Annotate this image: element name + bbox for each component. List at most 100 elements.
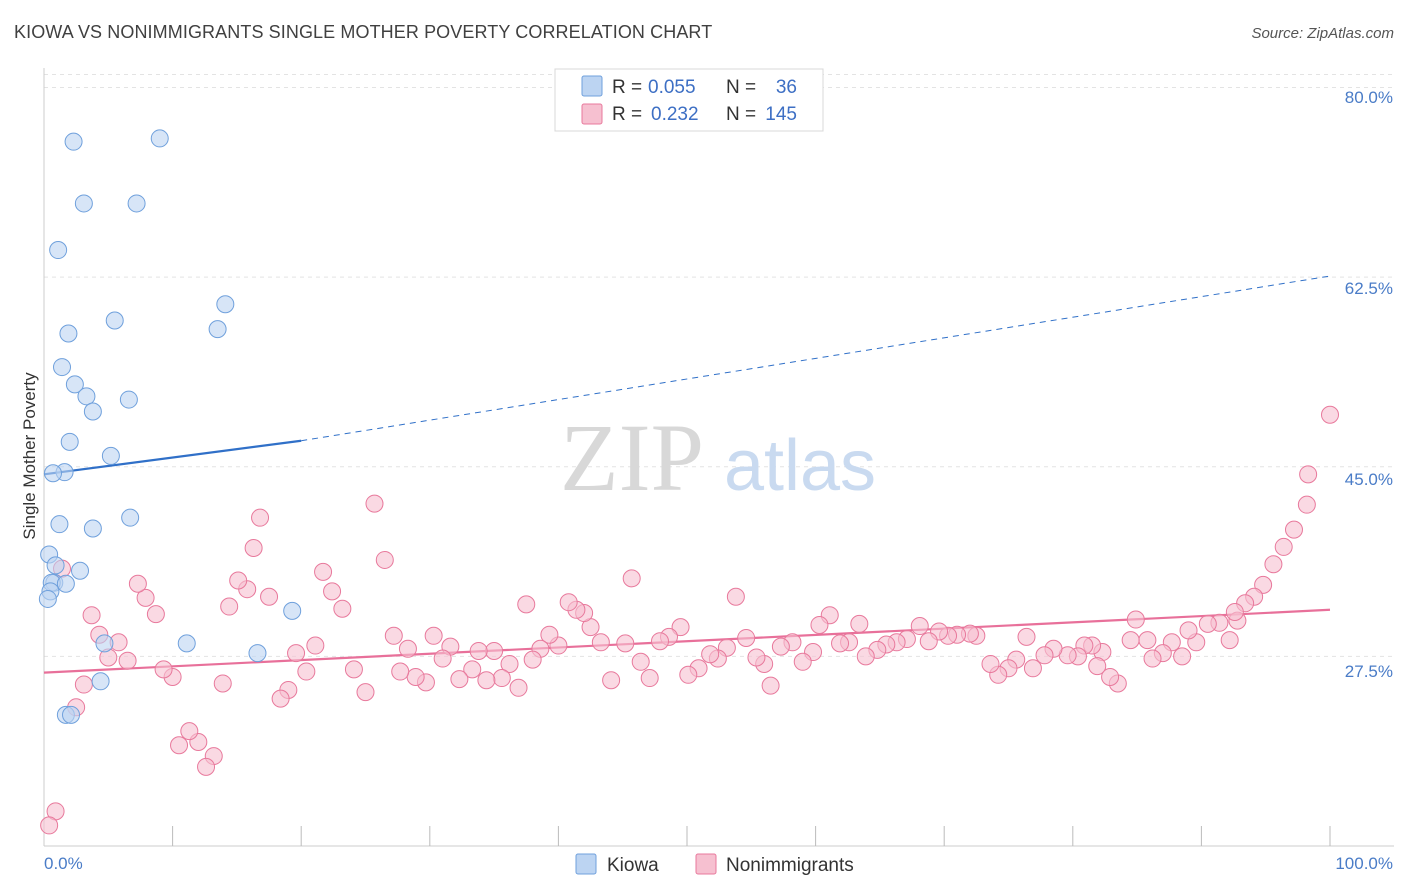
nonimmigrants-point xyxy=(1101,667,1120,686)
kiowa-point xyxy=(177,634,196,653)
nonimmigrants-point xyxy=(391,662,410,681)
nonimmigrants-point xyxy=(910,617,929,636)
watermark: ZIP atlas xyxy=(560,404,876,511)
legend-kiowa-n-label: N = xyxy=(726,77,756,98)
nonimmigrants-point xyxy=(559,593,578,612)
nonimmigrants-point xyxy=(1138,631,1157,650)
nonimmigrants-point xyxy=(197,757,216,776)
nonimmigrants-point xyxy=(356,683,375,702)
legend-kiowa-n-value: 36 xyxy=(776,77,797,98)
nonimmigrants-point xyxy=(650,632,669,651)
kiowa-point xyxy=(127,194,146,213)
nonimmigrants-point xyxy=(323,582,342,601)
nonimmigrants-point xyxy=(1126,610,1145,629)
kiowa-point xyxy=(101,446,120,465)
nonimmigrants-point xyxy=(850,614,869,633)
kiowa-point xyxy=(62,705,81,724)
bottom-legend-swatch-nonimmigrants xyxy=(695,853,717,875)
kiowa-point xyxy=(50,515,69,534)
nonimmigrants-point xyxy=(1035,646,1054,665)
nonimmigrants-point xyxy=(384,626,403,645)
nonimmigrants-point xyxy=(1121,631,1140,650)
nonimmigrants-point xyxy=(737,628,756,647)
kiowa-point xyxy=(95,634,114,653)
kiowa-point xyxy=(83,519,102,538)
nonimmigrants-point xyxy=(128,574,147,593)
kiowa-point xyxy=(150,129,169,148)
kiowa-point xyxy=(53,358,72,377)
chart-source: Source: ZipAtlas.com xyxy=(1251,25,1394,42)
nonimmigrants-points xyxy=(40,405,1339,835)
nonimmigrants-point xyxy=(1198,614,1217,633)
nonimmigrants-trend-line xyxy=(43,608,1331,674)
nonimmigrants-point xyxy=(919,632,938,651)
legend-kiowa-r-value: 0.055 xyxy=(648,77,696,98)
nonimmigrants-point xyxy=(1284,520,1303,539)
legend-non-n-label: N = xyxy=(726,104,756,125)
kiowa-point xyxy=(44,464,63,483)
nonimmigrants-point xyxy=(726,587,745,606)
nonimmigrants-point xyxy=(251,508,270,527)
gridlines xyxy=(44,74,1394,657)
nonimmigrants-point xyxy=(82,606,101,625)
kiowa-point xyxy=(64,132,83,151)
nonimmigrants-point xyxy=(118,651,137,670)
kiowa-point xyxy=(283,601,302,620)
nonimmigrants-point xyxy=(1023,659,1042,678)
nonimmigrants-point xyxy=(333,599,352,618)
x-tick-label-0: 0.0% xyxy=(44,854,83,873)
nonimmigrants-point xyxy=(314,562,333,581)
nonimmigrants-point xyxy=(981,654,1000,673)
chart-title: KIOWA VS NONIMMIGRANTS SINGLE MOTHER POV… xyxy=(14,22,713,42)
nonimmigrants-point xyxy=(463,660,482,679)
nonimmigrants-point xyxy=(365,494,384,513)
nonimmigrants-point xyxy=(810,615,829,634)
nonimmigrants-point xyxy=(477,671,496,690)
nonimmigrants-point xyxy=(492,669,511,688)
nonimmigrants-point xyxy=(831,634,850,653)
x-tick-label-100: 100.0% xyxy=(1335,854,1393,873)
nonimmigrants-point xyxy=(701,645,720,664)
kiowa-point xyxy=(105,311,124,330)
kiowa-point xyxy=(60,432,79,451)
nonimmigrants-point xyxy=(398,639,417,658)
nonimmigrants-point xyxy=(469,641,488,660)
kiowa-point xyxy=(83,402,102,421)
nonimmigrants-point xyxy=(433,649,452,668)
nonimmigrants-point xyxy=(485,641,504,660)
nonimmigrants-point xyxy=(40,816,59,835)
stats-legend: R = 0.055 N = 36 R = 0.232 N = 145 xyxy=(554,68,824,132)
nonimmigrants-point xyxy=(1143,649,1162,668)
kiowa-point xyxy=(248,644,267,663)
nonimmigrants-point xyxy=(602,671,621,690)
nonimmigrants-point xyxy=(1220,631,1239,650)
nonimmigrants-point xyxy=(1173,647,1192,666)
watermark-atlas: atlas xyxy=(724,426,876,506)
nonimmigrants-point xyxy=(517,595,536,614)
nonimmigrants-point xyxy=(180,722,199,741)
nonimmigrants-point xyxy=(671,618,690,637)
nonimmigrants-point xyxy=(1088,657,1107,676)
kiowa-point xyxy=(119,390,138,409)
legend-swatch-kiowa xyxy=(581,75,603,97)
kiowa-point xyxy=(74,194,93,213)
kiowa-trend-line xyxy=(43,439,302,476)
legend-swatch-nonimmigrants xyxy=(581,103,603,125)
nonimmigrants-point xyxy=(244,539,263,558)
nonimmigrants-point xyxy=(631,652,650,671)
nonimmigrants-point xyxy=(344,660,363,679)
kiowa-point xyxy=(208,320,227,339)
bottom-legend-label-kiowa: Kiowa xyxy=(607,855,659,876)
nonimmigrants-point xyxy=(271,689,290,708)
nonimmigrants-point xyxy=(509,678,528,697)
nonimmigrants-point xyxy=(154,660,173,679)
kiowa-point xyxy=(65,375,84,394)
y-tick-label-27-5: 27.5% xyxy=(1345,662,1393,681)
nonimmigrants-point xyxy=(679,665,698,684)
nonimmigrants-point xyxy=(424,626,443,645)
nonimmigrants-point xyxy=(1264,555,1283,574)
nonimmigrants-point xyxy=(136,588,155,607)
kiowa-trend-extension xyxy=(301,275,1331,442)
nonimmigrants-point xyxy=(1299,465,1318,484)
